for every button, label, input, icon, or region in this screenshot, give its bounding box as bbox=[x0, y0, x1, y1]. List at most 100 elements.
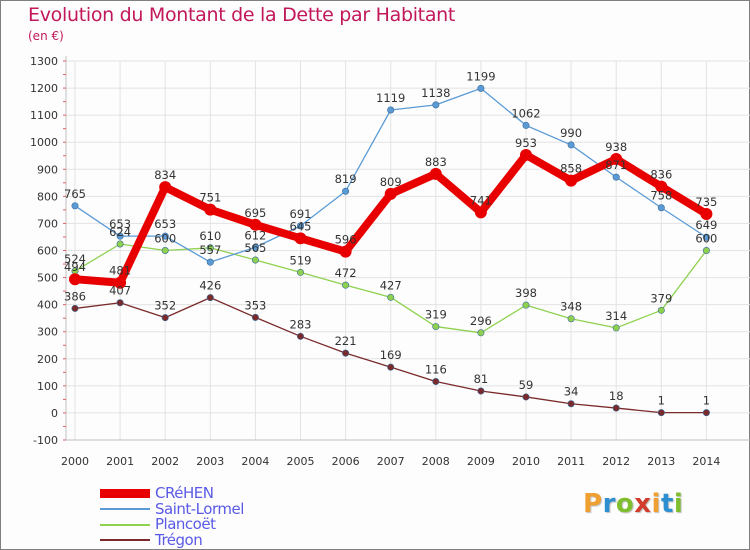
y-tick-label: 900 bbox=[37, 163, 58, 176]
data-label: 524 bbox=[64, 252, 86, 266]
legend-label: Plancoët bbox=[155, 515, 216, 534]
legend-label: Trégon bbox=[155, 530, 203, 549]
data-point bbox=[342, 281, 350, 289]
data-label: 751 bbox=[199, 191, 221, 205]
data-label: 1 bbox=[658, 394, 665, 408]
data-point bbox=[474, 206, 487, 219]
unit-label: (en €) bbox=[28, 29, 64, 43]
data-point bbox=[206, 258, 214, 266]
data-point bbox=[114, 276, 127, 289]
y-tick-label: 1000 bbox=[30, 136, 58, 149]
x-tick-label: 2005 bbox=[287, 455, 315, 468]
y-tick-label: 600 bbox=[37, 245, 58, 258]
x-tick-label: 2000 bbox=[61, 455, 89, 468]
data-label: 600 bbox=[154, 232, 176, 246]
data-label: 1119 bbox=[376, 91, 405, 105]
data-point bbox=[610, 152, 623, 165]
y-tick-label: 1100 bbox=[30, 109, 58, 122]
data-point bbox=[251, 313, 259, 321]
data-label: 610 bbox=[199, 229, 221, 243]
data-point bbox=[477, 329, 485, 337]
data-label: 481 bbox=[109, 264, 131, 278]
data-point bbox=[296, 332, 304, 340]
data-label: 59 bbox=[519, 378, 534, 392]
legend-swatch bbox=[100, 523, 150, 526]
data-label: 819 bbox=[335, 172, 357, 186]
data-point bbox=[612, 173, 620, 181]
data-label: 735 bbox=[695, 195, 717, 209]
legend-swatch bbox=[100, 489, 150, 499]
logo-letter: t bbox=[660, 489, 674, 519]
data-label: 319 bbox=[425, 308, 447, 322]
data-label: 407 bbox=[109, 284, 131, 298]
data-label: 695 bbox=[244, 206, 266, 220]
legend-swatch bbox=[100, 539, 150, 542]
logo-letter: P bbox=[583, 489, 603, 519]
x-tick-label: 2010 bbox=[512, 455, 540, 468]
data-label: 883 bbox=[425, 155, 447, 169]
data-point bbox=[387, 106, 395, 114]
proxiti-logo: Proxiti bbox=[583, 489, 683, 519]
data-label: 596 bbox=[335, 233, 357, 247]
data-label: 765 bbox=[64, 187, 86, 201]
data-point bbox=[702, 409, 710, 417]
data-label: 565 bbox=[244, 241, 266, 255]
y-tick-label: 400 bbox=[37, 299, 58, 312]
data-label: 314 bbox=[605, 309, 627, 323]
data-point bbox=[161, 247, 169, 255]
data-point bbox=[116, 232, 124, 240]
data-point bbox=[429, 167, 442, 180]
data-label: 169 bbox=[380, 348, 402, 362]
data-point bbox=[71, 202, 79, 210]
data-label: 653 bbox=[154, 217, 176, 231]
data-label: 472 bbox=[335, 266, 357, 280]
data-label: 398 bbox=[515, 286, 537, 300]
data-point bbox=[567, 400, 575, 408]
x-tick-label: 2002 bbox=[151, 455, 179, 468]
data-point bbox=[206, 294, 214, 302]
data-point bbox=[702, 233, 710, 241]
data-point bbox=[339, 245, 352, 258]
data-label: 758 bbox=[650, 189, 672, 203]
x-tick-label: 2012 bbox=[602, 455, 630, 468]
data-point bbox=[432, 101, 440, 109]
data-label: 691 bbox=[290, 207, 312, 221]
data-point bbox=[567, 141, 575, 149]
logo-letter: i bbox=[673, 489, 684, 519]
data-point bbox=[116, 299, 124, 307]
data-label: 834 bbox=[154, 168, 176, 182]
data-point bbox=[342, 187, 350, 195]
data-label: 1 bbox=[703, 394, 710, 408]
data-label: 600 bbox=[695, 232, 717, 246]
data-point bbox=[296, 222, 304, 230]
data-point bbox=[69, 273, 81, 286]
chart-title: Evolution du Montant de la Dette par Hab… bbox=[28, 4, 456, 26]
data-label: 221 bbox=[335, 334, 357, 348]
data-label: 809 bbox=[380, 175, 402, 189]
data-point bbox=[655, 180, 668, 193]
data-point bbox=[71, 304, 79, 312]
data-label: 353 bbox=[244, 298, 266, 312]
data-label: 741 bbox=[470, 193, 492, 207]
x-tick-label: 2001 bbox=[106, 455, 134, 468]
data-point bbox=[657, 306, 665, 314]
data-point bbox=[161, 232, 169, 240]
legend-swatch bbox=[100, 508, 150, 511]
data-label: 1138 bbox=[421, 86, 450, 100]
data-point bbox=[612, 404, 620, 412]
data-label: 494 bbox=[64, 260, 86, 274]
data-point bbox=[657, 409, 665, 417]
data-point bbox=[657, 204, 665, 212]
data-label: 653 bbox=[109, 217, 131, 231]
data-point bbox=[432, 378, 440, 386]
x-tick-label: 2008 bbox=[422, 455, 450, 468]
data-point bbox=[206, 244, 214, 252]
y-tick-label: -100 bbox=[33, 434, 58, 447]
legend-label: Saint-Lormel bbox=[155, 499, 244, 518]
legend-item: CRéHEN bbox=[100, 486, 244, 502]
data-label: 379 bbox=[650, 291, 672, 305]
data-label: 871 bbox=[605, 158, 627, 172]
data-point bbox=[249, 218, 262, 231]
data-point bbox=[567, 315, 575, 323]
data-point bbox=[294, 232, 307, 245]
